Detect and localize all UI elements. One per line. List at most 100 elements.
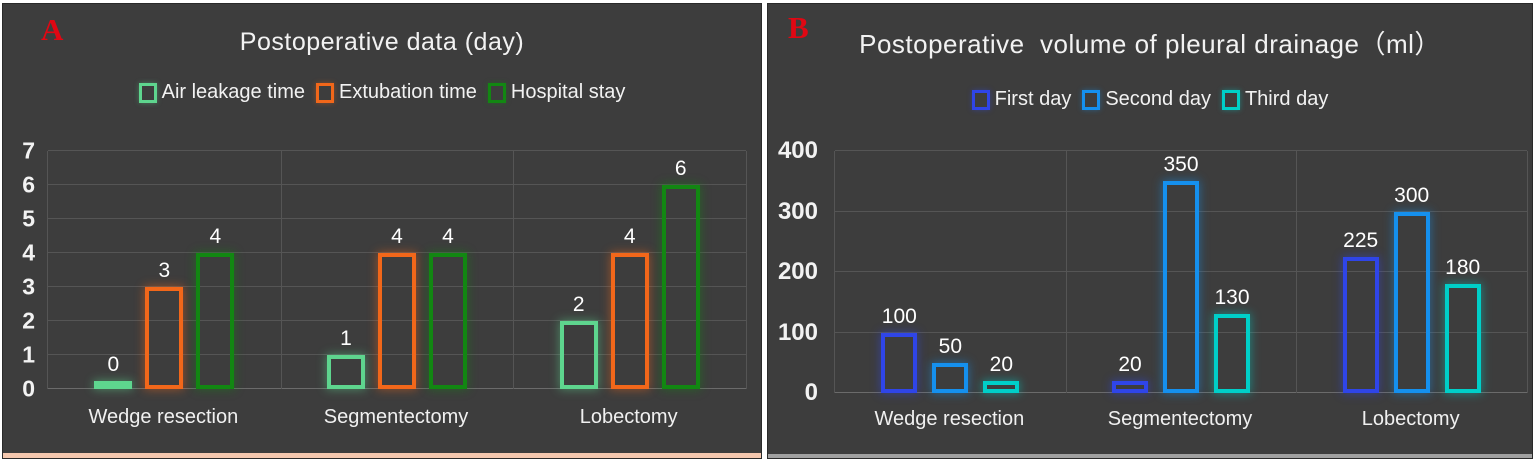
- bar-value-label: 6: [674, 157, 687, 180]
- y-tick-label: 200: [777, 258, 818, 285]
- y-tick-label: 0: [804, 379, 818, 406]
- bar: 20: [1112, 353, 1148, 393]
- bar: 300: [1393, 184, 1430, 393]
- bar-value-label: 4: [623, 225, 636, 248]
- bar-value-label: 50: [938, 334, 963, 358]
- gridline: [48, 218, 746, 219]
- bar: 180: [1444, 256, 1481, 393]
- panel-a-bottom-strip: [3, 453, 761, 458]
- legend-label: Extubation time: [339, 81, 477, 103]
- chart-b-title: Postoperative volume of pleural drainage…: [859, 29, 1441, 59]
- x-category-label: Segmentectomy: [1107, 408, 1253, 430]
- legend-swatch-icon: [316, 82, 335, 103]
- gridline: [48, 252, 746, 253]
- category-divider: [1296, 151, 1298, 393]
- gridline: [835, 271, 1527, 272]
- gridline: [48, 320, 746, 321]
- y-tick-label: 5: [22, 205, 35, 232]
- bar: 130: [1214, 286, 1250, 393]
- legend-label: Second day: [1105, 88, 1211, 110]
- bar-groups: 100 50 20 20 350 130 225 300 180: [835, 151, 1527, 393]
- legend-swatch-icon: [487, 82, 506, 103]
- bar-group: 2 4 6: [513, 151, 746, 389]
- gridline: [835, 210, 1527, 212]
- chart-b-plot-area: 100 50 20 20 350 130 225 300 180: [834, 150, 1528, 393]
- legend-label: Air leakage time: [161, 81, 306, 103]
- chart-b-x-axis: Wedge resection Segmentectomy Lobectomy: [834, 408, 1526, 431]
- y-tick-label: 1: [22, 341, 35, 368]
- bar: 4: [429, 225, 467, 389]
- x-category-label: Segmentectomy: [323, 406, 469, 428]
- bar-value-label: 2: [572, 293, 585, 316]
- legend-label: First day: [994, 88, 1072, 110]
- bar: 4: [610, 225, 649, 389]
- bar-value-label: 4: [442, 225, 454, 248]
- panel-b: B Postoperative volume of pleural draina…: [767, 3, 1533, 459]
- y-tick-label: 3: [22, 273, 35, 300]
- bar: 350: [1163, 153, 1199, 393]
- y-tick-label: 400: [777, 137, 818, 164]
- bar: 100: [881, 305, 918, 393]
- gridline: [48, 286, 746, 287]
- bar-value-label: 20: [989, 352, 1014, 376]
- bar-value-label: 4: [209, 225, 222, 248]
- bar-group: 1 4 4: [281, 151, 514, 389]
- bar-value-label: 100: [881, 304, 917, 328]
- legend-swatch-icon: [971, 89, 990, 110]
- gridline: [835, 331, 1527, 333]
- gridline: [48, 354, 746, 355]
- gridline: [48, 150, 746, 151]
- legend-item: First day: [971, 88, 1072, 111]
- bar-value-label: 300: [1394, 183, 1430, 207]
- bar-value-label: 225: [1343, 228, 1379, 252]
- chart-a-x-axis: Wedge resection Segmentectomy Lobectomy: [47, 406, 745, 429]
- legend-item: Second day: [1082, 88, 1211, 111]
- chart-b-y-axis: 0 100 200 300 400: [768, 139, 826, 405]
- chart-a-y-axis: 0 1 2 3 4 5 6 7: [3, 139, 41, 400]
- legend-label: Third day: [1244, 88, 1329, 110]
- x-category-label: Lobectomy: [1361, 408, 1460, 430]
- bar: 2: [559, 293, 598, 389]
- panel-b-corner-label: B: [788, 10, 809, 45]
- chart-a-title: Postoperative data (day): [239, 28, 525, 56]
- y-tick-label: 6: [22, 171, 35, 198]
- bar-group: 100 50 20: [835, 151, 1066, 393]
- y-tick-label: 2: [22, 307, 35, 334]
- bar: 3: [145, 259, 184, 389]
- bar-value-label: 180: [1445, 256, 1481, 280]
- bar-group: 0 3 4: [48, 151, 281, 389]
- gridline: [835, 150, 1527, 151]
- y-tick-label: 100: [777, 318, 818, 346]
- panel-a: A Postoperative data (day) Air leakage t…: [2, 3, 762, 459]
- gridline: [48, 184, 746, 185]
- bar-value-label: 350: [1163, 153, 1199, 177]
- bar-value-label: 3: [158, 259, 171, 282]
- y-tick-label: 300: [777, 197, 818, 225]
- chart-b-legend: First day Second day Third day: [768, 88, 1532, 111]
- legend-item: Air leakage time: [138, 81, 306, 104]
- panel-a-corner-label: A: [41, 12, 64, 47]
- bar-group: 20 350 130: [1066, 151, 1297, 393]
- x-category-label: Wedge resection: [874, 408, 1025, 430]
- bar: 4: [196, 225, 235, 389]
- panel-b-bottom-strip: [768, 454, 1532, 458]
- bar: 1: [327, 327, 365, 389]
- bar: 0: [94, 353, 133, 389]
- legend-item: Third day: [1221, 88, 1329, 111]
- chart-a-legend: Air leakage time Extubation time Hospital …: [3, 81, 761, 104]
- bar: 225: [1342, 229, 1379, 393]
- x-category-label: Wedge resection: [88, 406, 239, 428]
- category-divider: [280, 151, 282, 389]
- category-divider: [513, 151, 515, 389]
- bar-groups: 0 3 4 1 4 4 2 4 6: [48, 151, 746, 389]
- bar-value-label: 4: [391, 225, 403, 248]
- legend-swatch-icon: [138, 82, 157, 103]
- y-tick-label: 0: [22, 375, 35, 402]
- bar: 6: [661, 157, 700, 389]
- y-tick-label: 7: [22, 137, 35, 164]
- bar-value-label: 130: [1214, 286, 1250, 310]
- legend-item: Hospital stay: [487, 81, 625, 104]
- bar: 4: [378, 225, 416, 389]
- category-divider: [1065, 151, 1067, 393]
- legend-item: Extubation time: [316, 81, 477, 104]
